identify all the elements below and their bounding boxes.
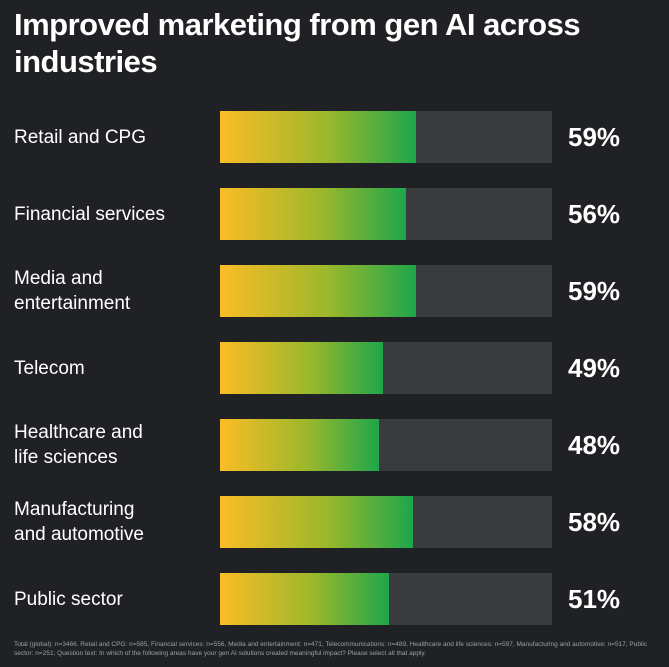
bar-track (220, 342, 552, 394)
bar (220, 419, 379, 471)
category-label: Financial services (14, 188, 209, 240)
category-label-line: Media and (14, 268, 103, 289)
value-label: 59% (568, 121, 621, 152)
category-label: Manufacturing and automotive (14, 496, 209, 548)
bar-track (220, 188, 552, 240)
category-label: Public sector (14, 573, 209, 625)
category-label-line: Telecom (14, 357, 85, 379)
category-label: Healthcare and life sciences (14, 419, 209, 471)
bar-track (220, 265, 552, 317)
category-label: Retail and CPG (14, 111, 209, 163)
bar-track (220, 573, 552, 625)
value-label: 51% (568, 583, 621, 614)
bar (220, 342, 383, 394)
bar (220, 496, 413, 548)
bar-track (220, 111, 552, 163)
category-label: Media and entertainment (14, 265, 209, 317)
value-label: 58% (568, 506, 621, 537)
category-label-line: Healthcare and (14, 422, 143, 443)
bar (220, 573, 389, 625)
category-label-line: Retail and CPG (14, 126, 147, 148)
value-label: 56% (568, 198, 621, 229)
bar-track (220, 419, 552, 471)
category-label-line: Financial services (14, 203, 165, 225)
bar (220, 111, 416, 163)
chart-title: Improved marketing from gen AI across in… (14, 7, 581, 79)
category-label-line: life sciences (14, 447, 118, 468)
value-label: 59% (568, 275, 621, 306)
category-label-line: entertainment (14, 293, 131, 314)
category-label-line: Public sector (14, 588, 123, 610)
category-label: Telecom (14, 342, 209, 394)
footnote: Total (global): n=3466. Retail and CPG: … (14, 641, 648, 657)
value-label: 49% (568, 352, 621, 383)
bar-track (220, 496, 552, 548)
value-label: 48% (568, 429, 621, 460)
category-label-line: and automotive (14, 524, 144, 545)
category-label-line: Manufacturing (14, 499, 135, 520)
bar (220, 265, 416, 317)
bar (220, 188, 406, 240)
